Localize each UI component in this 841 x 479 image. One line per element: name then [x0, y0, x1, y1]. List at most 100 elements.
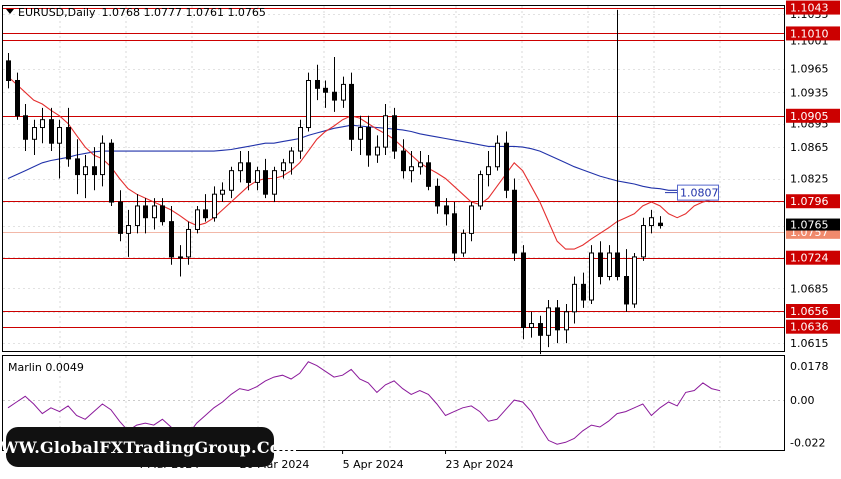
price-tag-label: 1.1010 — [790, 27, 829, 40]
candle — [435, 178, 440, 214]
candle-body — [143, 205, 148, 219]
candle-body — [461, 232, 466, 254]
candle — [289, 147, 294, 175]
candle-body — [169, 221, 174, 258]
candle-body — [109, 142, 114, 203]
candle — [212, 186, 217, 222]
y-tick-label: 1.0685 — [790, 282, 829, 295]
candle — [323, 80, 328, 108]
candle-body — [358, 127, 363, 140]
candle — [203, 194, 208, 222]
candle — [169, 205, 174, 265]
candle-body — [349, 83, 354, 140]
candle-body — [6, 60, 11, 81]
candle — [469, 202, 474, 242]
candle — [375, 135, 380, 163]
candle-body — [186, 228, 191, 258]
candle-body — [135, 205, 140, 227]
price-panel — [2, 5, 785, 352]
candle — [6, 53, 11, 89]
candle-body — [581, 283, 586, 301]
collapse-arrow-icon[interactable] — [6, 9, 14, 14]
candle — [615, 9, 620, 281]
candle-body — [444, 205, 449, 215]
x-tick-label: 5 Apr 2024 — [343, 458, 404, 471]
candle — [358, 115, 363, 155]
candle-body — [57, 127, 62, 144]
price-tag-box — [786, 250, 840, 265]
candle — [272, 166, 277, 203]
candle — [186, 221, 191, 265]
current-price-tag: 1.0765 — [786, 218, 840, 232]
candle-body — [658, 222, 663, 227]
candle-body — [478, 174, 483, 207]
ma-layer — [7, 76, 712, 250]
price-tag-label: 1.0905 — [790, 110, 829, 123]
candle-body — [641, 225, 646, 258]
candle — [315, 64, 320, 101]
indicator-y-tick-label: 0.0178 — [790, 360, 829, 373]
candle-body — [281, 162, 286, 172]
candle — [624, 249, 629, 312]
candle — [401, 139, 406, 179]
candle — [392, 107, 397, 159]
y-tick-label: 1.0825 — [790, 173, 829, 186]
candle-body — [555, 307, 560, 331]
candle-body — [426, 162, 431, 187]
candle — [229, 166, 234, 199]
candle-body — [15, 79, 20, 117]
candles-layer — [6, 9, 663, 355]
candle-body — [572, 283, 577, 313]
candle-body — [435, 185, 440, 207]
candle — [75, 139, 80, 195]
price-tag-label: 1.1043 — [790, 2, 829, 15]
candle — [495, 135, 500, 171]
y-tick-label: 1.0615 — [790, 337, 829, 350]
candle-body — [564, 311, 569, 331]
ma-blue-line — [7, 124, 712, 194]
candle-body — [152, 205, 157, 219]
candle-body — [263, 170, 268, 195]
candle-body — [546, 307, 551, 336]
candle-body — [306, 79, 311, 129]
candle — [444, 198, 449, 226]
candle — [195, 205, 200, 234]
candle-body — [32, 127, 37, 140]
price-tag-1.0905: 1.0905 — [786, 108, 840, 123]
candle-body — [75, 158, 80, 176]
candle — [23, 104, 28, 152]
candle-body — [392, 115, 397, 152]
candle — [100, 135, 105, 187]
price-tag-label: 1.0636 — [790, 321, 829, 334]
y-tick-label: 1.0865 — [790, 141, 829, 154]
candle — [126, 209, 131, 257]
candle-body — [83, 166, 88, 176]
candle-body — [332, 91, 337, 101]
price-tag-box — [786, 304, 840, 319]
candle — [478, 170, 483, 210]
candle — [546, 300, 551, 348]
candle-body — [195, 209, 200, 230]
candle-body — [66, 127, 71, 160]
candle-body — [323, 87, 328, 93]
ma-red-line — [7, 76, 712, 250]
candle-body — [649, 217, 654, 227]
candle — [83, 154, 88, 199]
candle-body — [118, 201, 123, 234]
chart-title: EURUSD,Daily 1.0768 1.0777 1.0761 1.0765 — [18, 6, 266, 19]
candle-body — [589, 252, 594, 301]
candle — [461, 229, 466, 257]
candle-body — [272, 170, 277, 195]
price-tag-box — [786, 26, 840, 41]
candle — [143, 198, 148, 234]
candle-body — [203, 209, 208, 219]
candle — [281, 158, 286, 179]
candle — [418, 151, 423, 175]
candle-body — [238, 162, 243, 172]
candle-body — [495, 142, 500, 168]
candle — [66, 107, 71, 167]
candle-body — [521, 252, 526, 328]
candle-body — [298, 127, 303, 152]
candle-body — [92, 166, 97, 176]
ma-blue-callout: 1.0807 — [665, 184, 719, 201]
